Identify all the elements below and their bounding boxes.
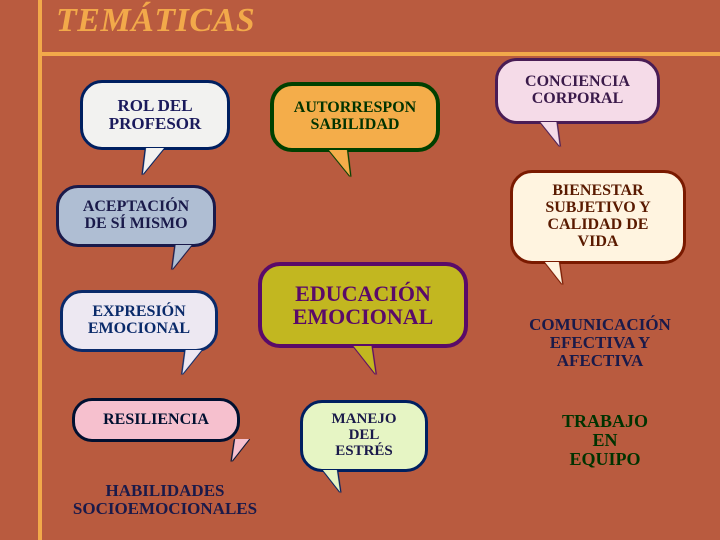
page-title: TEMÁTICAS (56, 2, 255, 40)
callout-bienestar: BIENESTAR SUBJETIVO Y CALIDAD DE VIDA (510, 170, 686, 264)
callout-tail (353, 346, 384, 374)
callout-expresion: EXPRESIÓN EMOCIONAL (60, 290, 218, 352)
callout-label: ACEPTACIÓN DE SÍ MISMO (83, 199, 189, 233)
accent-horizontal (38, 52, 720, 56)
callout-label: BIENESTAR SUBJETIVO Y CALIDAD DE VIDA (545, 183, 650, 250)
label-trabajo-equipo: TRABAJO EN EQUIPO (530, 412, 680, 469)
callout-tail (545, 262, 569, 284)
slide: TEMÁTICAS ROL DEL PROFESOR AUTORRESPON S… (0, 0, 720, 540)
callout-aceptacion: ACEPTACIÓN DE SÍ MISMO (56, 185, 216, 247)
callout-manejo-estres: MANEJO DEL ESTRÉS (300, 400, 428, 472)
label-comunicacion: COMUNICACIÓN EFECTIVA Y AFECTIVA (505, 316, 695, 370)
callout-label: AUTORRESPON SABILIDAD (294, 100, 416, 134)
callout-label: MANEJO DEL ESTRÉS (332, 412, 397, 459)
callout-label: EXPRESIÓN EMOCIONAL (88, 304, 190, 338)
callout-resiliencia: RESILIENCIA (72, 398, 240, 442)
callout-tail (329, 150, 359, 176)
callout-label: EDUCACIÓN EMOCIONAL (293, 282, 434, 328)
callout-rol-profesor: ROL DEL PROFESOR (80, 80, 230, 150)
callout-educacion-emocional: EDUCACIÓN EMOCIONAL (258, 262, 468, 348)
callout-tail (540, 122, 567, 146)
callout-tail (225, 439, 249, 461)
callout-conciencia-corporal: CONCIENCIA CORPORAL (495, 58, 660, 124)
callout-label: ROL DEL PROFESOR (109, 97, 202, 133)
callout-tail (174, 350, 201, 374)
callout-tail (134, 148, 164, 174)
callout-label: RESILIENCIA (103, 412, 209, 429)
accent-vertical (38, 0, 42, 540)
callout-tail (323, 470, 347, 492)
label-habilidades: HABILIDADES SOCIOEMOCIONALES (40, 482, 290, 518)
callout-tail (164, 245, 191, 269)
callout-autorresponsabilidad: AUTORRESPON SABILIDAD (270, 82, 440, 152)
callout-label: CONCIENCIA CORPORAL (525, 74, 630, 108)
